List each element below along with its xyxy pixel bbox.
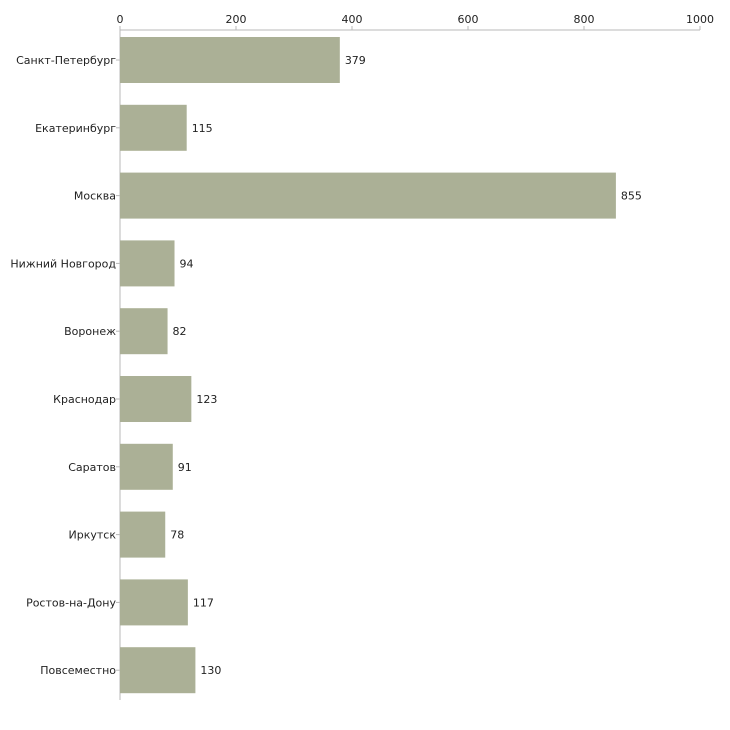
bar — [120, 579, 188, 626]
bar — [120, 240, 175, 287]
bar-row: Ростов-на-Дону 117 — [26, 579, 214, 626]
bar-row: Краснодар 123 — [53, 376, 217, 422]
x-tick-label: 800 — [574, 13, 595, 26]
bar-row: Саратов 91 — [68, 443, 192, 490]
x-tick-label: 0 — [117, 13, 124, 26]
x-tick-label: 200 — [226, 13, 247, 26]
category-label: Санкт-Петербург — [16, 54, 116, 67]
bar — [120, 37, 340, 83]
bar-row: Воронеж 82 — [64, 308, 187, 355]
category-label: Иркутск — [69, 529, 117, 542]
bar — [120, 511, 166, 558]
category-label: Москва — [74, 190, 116, 203]
category-label: Нижний Новгород — [10, 257, 116, 270]
x-tick-label: 1000 — [686, 13, 714, 26]
category-label: Краснодар — [53, 393, 116, 406]
bar-row: Москва 855 — [74, 172, 642, 219]
category-label: Ростов-на-Дону — [26, 596, 116, 609]
bar — [120, 308, 168, 355]
value-label: 91 — [178, 461, 192, 474]
bar-row: Санкт-Петербург 379 — [16, 37, 366, 83]
bar — [120, 104, 187, 151]
category-label: Саратов — [68, 461, 116, 474]
value-label: 94 — [180, 257, 194, 270]
value-label: 130 — [200, 664, 221, 677]
bars-group: Санкт-Петербург 379 Екатеринбург 115 Москва 8… — [10, 37, 642, 694]
value-label: 379 — [345, 54, 366, 67]
category-label: Екатеринбург — [35, 122, 116, 135]
category-label: Повсеместно — [40, 664, 116, 677]
x-tick-label: 400 — [342, 13, 363, 26]
value-label: 117 — [193, 596, 214, 609]
bar-row: Екатеринбург 115 — [35, 104, 213, 151]
value-label: 123 — [196, 393, 217, 406]
bar — [120, 376, 192, 422]
category-label: Воронеж — [64, 325, 116, 338]
bar — [120, 172, 616, 219]
value-label: 855 — [621, 190, 642, 203]
bar-row: Иркутск 78 — [69, 511, 184, 558]
bar-row: Повсеместно 130 — [40, 647, 221, 694]
x-tick-label: 600 — [458, 13, 479, 26]
bar — [120, 647, 196, 694]
value-label: 115 — [192, 122, 213, 135]
value-label: 82 — [173, 325, 187, 338]
bar-row: Нижний Новгород 94 — [10, 240, 194, 287]
value-label: 78 — [170, 529, 184, 542]
bar — [120, 443, 173, 490]
